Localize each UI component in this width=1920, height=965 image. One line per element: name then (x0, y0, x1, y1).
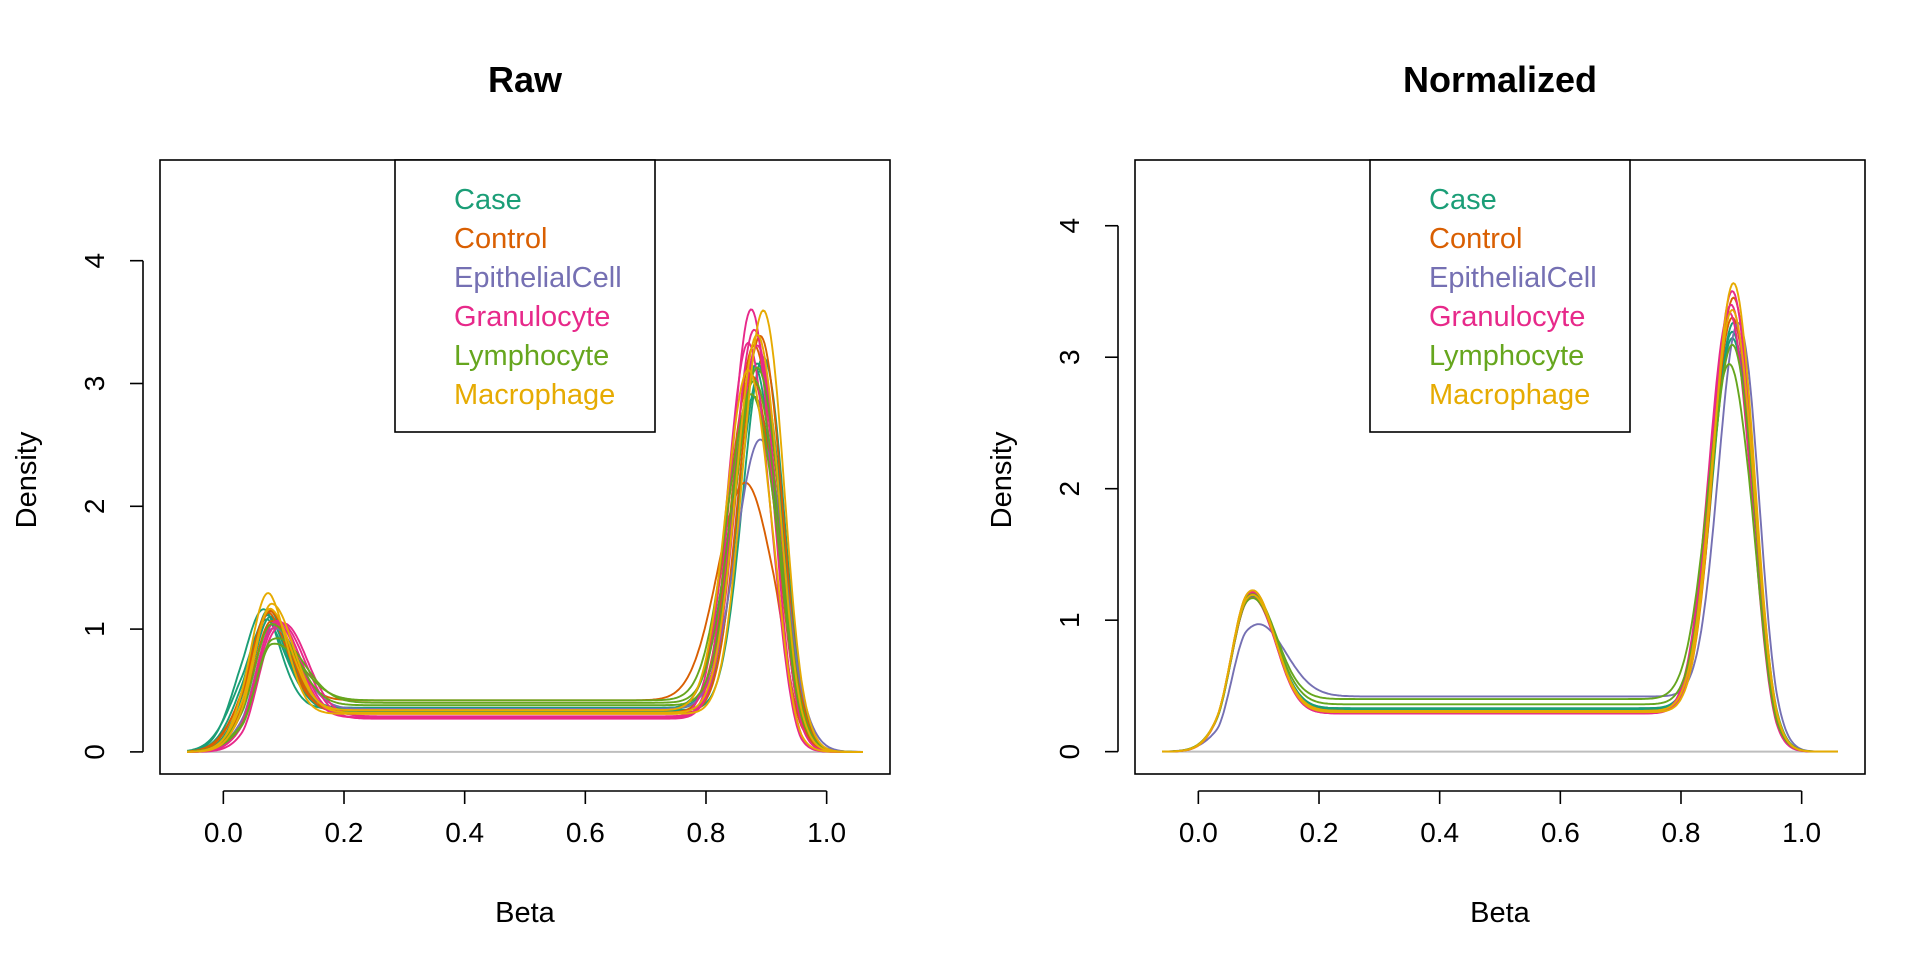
series-line-granulocyte-13 (187, 344, 863, 753)
x-tick-label: 1.0 (1782, 817, 1821, 848)
y-tick-label: 0 (79, 744, 110, 760)
y-tick-label: 1 (1054, 612, 1085, 628)
chart-title: Raw (488, 59, 563, 100)
x-tick-label: 0.0 (1179, 817, 1218, 848)
series-line-lymphocyte-15 (187, 393, 863, 753)
x-axis-label: Beta (495, 897, 556, 929)
series-line-macrophage-19 (187, 333, 863, 753)
x-tick-label: 0.8 (1662, 817, 1701, 848)
legend: Case Control EpithelialCell Granulocyte … (394, 159, 656, 433)
legend-entry-epithelialcell: EpithelialCell (454, 262, 622, 294)
series-line-lymphocyte-16 (187, 379, 863, 753)
x-tick-label: 0.8 (687, 817, 726, 848)
axis-layer: 0.0 0.2 0.4 0.6 0.8 1.0 0 1 2 3 4 (79, 253, 846, 848)
x-tick-label: 0.6 (566, 817, 605, 848)
y-tick-label: 3 (1054, 349, 1085, 365)
series-line-macrophage-18 (187, 309, 863, 753)
x-tick-label: 0.2 (325, 817, 364, 848)
series-line-macrophage-20 (187, 369, 863, 753)
series-line-granulocyte-12 (187, 328, 863, 753)
x-axis-label: Beta (1470, 897, 1531, 929)
x-tick-label: 0.2 (1300, 817, 1339, 848)
y-axis-label: Density (986, 431, 1018, 528)
legend-entry-macrophage: Macrophage (1429, 379, 1590, 411)
legend-box (394, 159, 656, 433)
x-tick-label: 0.6 (1541, 817, 1580, 848)
normalized-panel: Normalized Beta Density 0.0 0.2 0.4 0.6 0.8 1… (986, 59, 1866, 929)
y-tick-label: 2 (79, 499, 110, 515)
legend-box (1369, 159, 1631, 433)
x-tick-label: 0.0 (204, 817, 243, 848)
chart-title: Normalized (1403, 59, 1597, 100)
y-tick-label: 0 (1054, 744, 1085, 760)
legend-entry-granulocyte: Granulocyte (1429, 301, 1585, 333)
raw-panel: Raw Beta Density 0.0 0.2 0.4 0.6 0.8 1.0 0 1 2 3 4… (11, 59, 891, 929)
y-tick-label: 1 (79, 621, 110, 637)
series-line-macrophage-13 (1162, 308, 1838, 753)
series-line-case-5 (187, 395, 863, 753)
legend-entry-case: Case (1429, 184, 1497, 216)
x-tick-label: 0.4 (1420, 817, 1459, 848)
legend-entry-control: Control (454, 223, 548, 255)
series-line-lymphocyte-10 (1162, 363, 1838, 753)
series-layer (186, 308, 863, 753)
y-tick-label: 3 (79, 376, 110, 392)
legend-entry-granulocyte: Granulocyte (454, 301, 610, 333)
y-tick-label: 4 (79, 253, 110, 269)
y-tick-label: 2 (1054, 481, 1085, 497)
y-tick-label: 4 (1054, 218, 1085, 234)
y-axis-label: Density (11, 431, 43, 528)
axis-layer: 0.0 0.2 0.4 0.6 0.8 1.0 0 1 2 3 4 (1054, 218, 1821, 848)
series-layer (1162, 282, 1838, 753)
legend-entry-lymphocyte: Lymphocyte (454, 340, 609, 372)
legend-entry-epithelialcell: EpithelialCell (1429, 262, 1597, 294)
legend-entry-lymphocyte: Lymphocyte (1429, 340, 1584, 372)
legend-entry-macrophage: Macrophage (454, 379, 615, 411)
legend: Case Control EpithelialCell Granulocyte … (1369, 159, 1631, 433)
legend-entry-control: Control (1429, 223, 1523, 255)
legend-entry-case: Case (454, 184, 522, 216)
x-tick-label: 0.4 (445, 817, 484, 848)
x-tick-label: 1.0 (807, 817, 846, 848)
